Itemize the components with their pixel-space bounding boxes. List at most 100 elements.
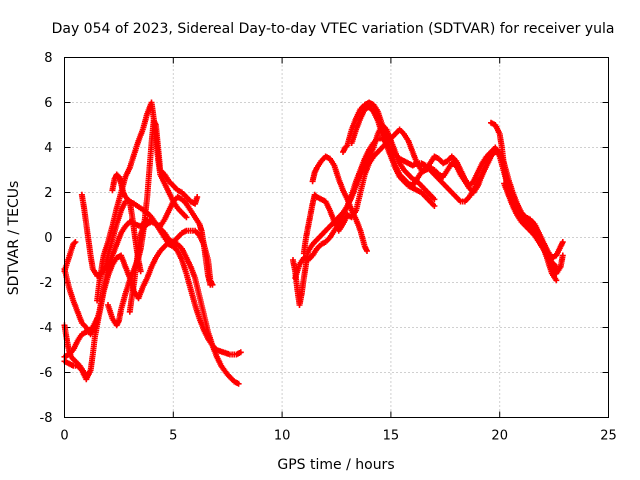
data-point <box>119 182 123 185</box>
data-point <box>137 139 140 142</box>
data-point <box>524 225 528 228</box>
data-point <box>137 247 140 250</box>
data-point <box>102 254 105 257</box>
data-point <box>298 263 301 266</box>
data-point <box>154 222 158 226</box>
data-point <box>74 240 77 244</box>
data-point <box>424 189 427 192</box>
data-point <box>206 258 210 262</box>
data-point <box>122 191 125 194</box>
data-point <box>363 173 366 176</box>
data-point <box>304 263 308 266</box>
data-point <box>172 200 175 203</box>
data-point <box>150 220 153 223</box>
data-point <box>189 265 192 268</box>
data-point <box>394 166 397 169</box>
data-point <box>311 180 314 183</box>
data-point <box>124 195 127 199</box>
data-point <box>311 254 314 257</box>
data-point <box>402 180 406 183</box>
data-point <box>67 348 71 352</box>
data-point <box>139 234 142 237</box>
data-point <box>139 270 142 273</box>
data-point <box>515 202 519 205</box>
data-point <box>119 209 123 212</box>
data-point <box>128 310 131 313</box>
data-point <box>324 155 327 158</box>
data-point <box>163 182 166 185</box>
data-point <box>454 164 458 167</box>
data-point <box>350 193 353 196</box>
data-point <box>359 229 362 232</box>
data-point <box>72 243 75 246</box>
data-point <box>533 225 536 228</box>
data-point <box>206 330 210 334</box>
data-point <box>235 353 238 356</box>
data-point <box>130 294 134 298</box>
data-point <box>93 335 97 338</box>
data-point <box>76 310 79 313</box>
data-point <box>115 207 118 210</box>
y-tick-label: -6 <box>40 366 53 381</box>
data-point <box>346 144 349 147</box>
data-point <box>106 240 110 244</box>
data-point <box>159 173 162 176</box>
data-point <box>130 213 134 217</box>
data-point <box>124 292 127 295</box>
data-point <box>372 141 375 145</box>
data-point <box>420 162 423 165</box>
data-point <box>385 144 388 147</box>
data-point <box>145 112 149 115</box>
data-point <box>433 168 436 172</box>
data-point <box>132 229 136 232</box>
data-point <box>193 276 197 280</box>
data-point <box>489 153 493 156</box>
data-point <box>446 159 449 163</box>
data-point <box>542 240 545 244</box>
data-point <box>372 110 375 113</box>
data-point <box>85 378 88 381</box>
data-point <box>80 321 84 325</box>
data-point <box>156 146 160 149</box>
data-point <box>324 229 327 232</box>
data-point <box>89 369 92 372</box>
data-point <box>72 348 75 352</box>
x-tick-labels: 0 5 10 15 20 25 <box>60 429 616 444</box>
data-point <box>333 220 336 223</box>
data-point <box>202 328 205 331</box>
data-point <box>193 202 197 205</box>
grid <box>64 57 609 418</box>
data-point <box>437 157 440 160</box>
data-point <box>106 303 110 307</box>
data-point <box>555 254 558 257</box>
data-point <box>222 351 225 354</box>
data-point <box>198 222 201 226</box>
data-point <box>494 150 497 154</box>
data-point <box>145 276 149 280</box>
data-point <box>311 243 314 246</box>
data-point <box>415 162 419 165</box>
data-point <box>337 177 340 181</box>
data-point <box>198 294 201 298</box>
data-point <box>411 164 414 167</box>
data-point <box>433 155 436 158</box>
data-point <box>359 117 362 120</box>
data-point <box>363 108 366 111</box>
data-point <box>494 123 497 127</box>
data-point <box>350 128 353 131</box>
data-point <box>454 159 458 163</box>
data-point <box>389 155 393 158</box>
data-point <box>328 236 332 239</box>
data-point <box>304 236 308 239</box>
data-point <box>159 168 162 172</box>
data-point <box>91 326 94 329</box>
data-point <box>111 263 114 266</box>
series-track-16 <box>348 104 438 209</box>
data-point <box>176 249 179 253</box>
data-point <box>555 272 558 275</box>
data-point <box>167 191 171 194</box>
data-point <box>80 333 84 336</box>
data-point <box>185 202 188 205</box>
data-point <box>132 202 136 205</box>
data-point <box>528 220 532 223</box>
